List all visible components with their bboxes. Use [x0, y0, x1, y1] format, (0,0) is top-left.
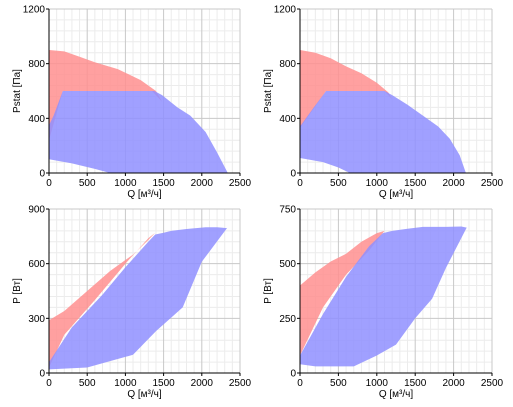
- x-axis-label: Q [м³/ч]: [127, 189, 162, 200]
- x-tick-label: 0: [297, 178, 303, 189]
- y-axis-label: P [Вт]: [263, 278, 274, 304]
- y-axis-label: Pstat [Па]: [12, 69, 23, 113]
- x-tick-label: 0: [297, 378, 303, 389]
- x-tick-label: 2500: [481, 378, 504, 389]
- series-area-blue: [300, 226, 467, 367]
- chart-svg: 0 500 1000 1500 2000 2500 0 400 800 1200 Q [м³/ч] P…: [263, 5, 504, 201]
- y-tick-label: 300: [28, 314, 45, 325]
- x-tick-label: 1500: [404, 378, 427, 389]
- series-area-blue: [49, 91, 228, 173]
- y-tick-label: 400: [28, 114, 45, 125]
- y-tick-label: 0: [290, 169, 296, 180]
- chart-svg: 0 500 1000 1500 2000 2500 0 300 600 900 Q [м³/ч] P …: [12, 205, 252, 401]
- chart-svg: 0 500 1000 1500 2000 2500 0 250 500 750 Q [м³/ч] P …: [263, 205, 504, 401]
- x-tick-label: 2500: [229, 378, 252, 389]
- y-tick-label: 0: [39, 369, 45, 380]
- y-tick-label: 1200: [274, 5, 297, 16]
- series-area-blue: [49, 227, 227, 370]
- x-tick-label: 500: [330, 178, 347, 189]
- x-tick-label: 2000: [442, 378, 465, 389]
- y-tick-label: 750: [279, 205, 296, 216]
- x-tick-label: 1500: [152, 178, 175, 189]
- x-axis-label: Q [м³/ч]: [379, 389, 414, 400]
- x-tick-label: 2500: [229, 178, 252, 189]
- chart-bottom-left: 0 500 1000 1500 2000 2500 0 300 600 900 Q [м³/ч] P …: [0, 201, 256, 402]
- x-tick-label: 0: [46, 378, 52, 389]
- series-area-red: [49, 50, 163, 141]
- y-tick-label: 0: [290, 369, 296, 380]
- x-tick-label: 500: [79, 178, 96, 189]
- x-tick-label: 500: [330, 378, 347, 389]
- x-tick-label: 2000: [191, 378, 214, 389]
- x-tick-label: 2000: [191, 178, 214, 189]
- chart-svg: 0 500 1000 1500 2000 2500 0 400 800 1200 Q [м³/ч] P…: [12, 5, 252, 201]
- chart-top-left: 0 500 1000 1500 2000 2500 0 400 800 1200 Q [м³/ч] P…: [0, 0, 256, 201]
- x-tick-label: 1500: [404, 178, 427, 189]
- series-area-blue: [300, 91, 466, 173]
- y-tick-label: 1200: [23, 5, 46, 16]
- x-tick-label: 500: [79, 378, 96, 389]
- series-area-red: [300, 50, 393, 128]
- series-area-red: [300, 230, 385, 356]
- y-tick-label: 900: [28, 205, 45, 216]
- y-tick-label: 800: [28, 59, 45, 70]
- y-tick-label: 500: [279, 259, 296, 270]
- x-axis-label: Q [м³/ч]: [127, 389, 162, 400]
- y-tick-label: 250: [279, 314, 296, 325]
- x-tick-label: 1000: [366, 378, 389, 389]
- y-tick-label: 800: [279, 59, 296, 70]
- y-axis-label: P [Вт]: [12, 278, 23, 304]
- chart-top-right: 0 500 1000 1500 2000 2500 0 400 800 1200 Q [м³/ч] P…: [256, 0, 513, 201]
- chart-bottom-right: 0 500 1000 1500 2000 2500 0 250 500 750 Q [м³/ч] P …: [256, 201, 513, 402]
- x-tick-label: 1000: [114, 178, 137, 189]
- y-tick-label: 600: [28, 259, 45, 270]
- x-tick-label: 1000: [114, 378, 137, 389]
- x-tick-label: 2000: [442, 178, 465, 189]
- y-tick-label: 400: [279, 114, 296, 125]
- x-axis-label: Q [м³/ч]: [379, 189, 414, 200]
- x-tick-label: 1000: [366, 178, 389, 189]
- x-tick-label: 2500: [481, 178, 504, 189]
- x-tick-label: 1500: [152, 378, 175, 389]
- y-tick-label: 0: [39, 169, 45, 180]
- x-tick-label: 0: [46, 178, 52, 189]
- y-axis-label: Pstat [Па]: [263, 69, 274, 113]
